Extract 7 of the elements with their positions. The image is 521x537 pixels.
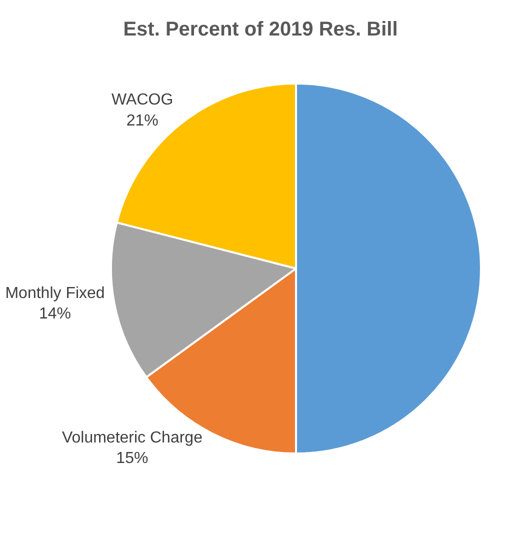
data-label: 21% — [126, 112, 158, 130]
slice-label: WACOG — [112, 92, 174, 109]
chart-title: Est. Percent of 2019 Res. Bill — [123, 18, 398, 40]
slice-label: Volumeteric Charge — [62, 429, 203, 446]
data-label: 15% — [116, 450, 148, 468]
slice-label: Monthly Fixed — [5, 284, 105, 302]
data-label: 14% — [39, 306, 72, 323]
